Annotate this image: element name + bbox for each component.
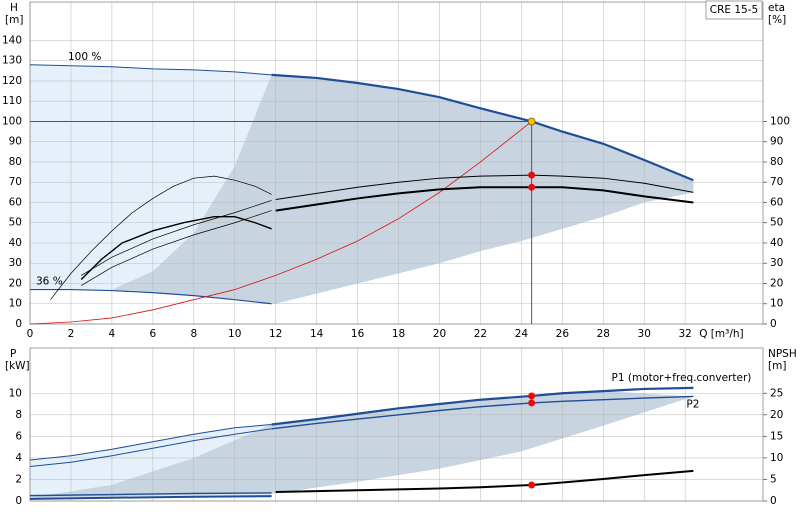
curve xyxy=(30,288,272,305)
y2-tick-label: 60 xyxy=(770,196,783,208)
x-tick-label: 20 xyxy=(433,328,446,340)
y-axis-label: H xyxy=(10,2,18,14)
x-tick-label: 2 xyxy=(68,328,75,340)
operating-region xyxy=(111,74,694,304)
duty-point xyxy=(528,183,536,191)
curve-label: P1 (motor+freq.converter) xyxy=(612,372,752,384)
x-tick-label: 14 xyxy=(310,328,324,340)
x-tick-label: 8 xyxy=(190,328,197,340)
y-tick-label: 100 xyxy=(2,115,22,127)
duty-point xyxy=(528,481,536,489)
curve xyxy=(271,386,694,426)
curve xyxy=(29,121,532,325)
y2-tick-label: 70 xyxy=(770,176,783,188)
operating-region xyxy=(30,391,694,498)
product-box xyxy=(705,0,763,20)
y2-tick-label: 25 xyxy=(770,387,783,399)
y2-tick-label: 0 xyxy=(770,318,777,330)
y2-axis-unit: [m] xyxy=(768,360,786,372)
product-label: CRE 15-5 xyxy=(710,4,758,16)
x-tick-label: 12 xyxy=(269,328,282,340)
y-tick-label: 130 xyxy=(2,55,22,67)
y2-tick-label: 100 xyxy=(770,115,790,127)
y-tick-label: 30 xyxy=(9,257,22,269)
x-tick-label: 26 xyxy=(556,328,570,340)
plot-frame xyxy=(29,1,764,325)
y-tick-label: 2 xyxy=(15,473,22,485)
duty-point xyxy=(528,171,536,179)
y-tick-label: 40 xyxy=(9,237,22,249)
y-tick-label: 20 xyxy=(9,277,22,289)
x-tick-label: 6 xyxy=(150,328,157,340)
x-tick-label: 22 xyxy=(474,328,487,340)
curve xyxy=(29,495,272,500)
y-tick-label: 50 xyxy=(9,217,22,229)
y-tick-label: 8 xyxy=(15,409,22,421)
y2-tick-label: 10 xyxy=(770,298,783,310)
curve xyxy=(271,395,694,430)
y2-tick-label: 0 xyxy=(770,495,777,507)
y-tick-label: 90 xyxy=(9,136,22,148)
curve xyxy=(271,73,694,182)
y-tick-label: 140 xyxy=(2,34,22,46)
y-tick-label: 60 xyxy=(9,196,22,208)
y2-tick-label: 40 xyxy=(770,237,783,249)
y2-tick-label: 50 xyxy=(770,217,783,229)
plot-frame xyxy=(29,347,764,502)
curve xyxy=(275,174,694,200)
curve xyxy=(29,424,272,461)
x-tick-label: 28 xyxy=(597,328,610,340)
curve xyxy=(50,175,272,300)
y-tick-label: 10 xyxy=(9,298,22,310)
y-tick-label: 0 xyxy=(15,495,22,507)
curve xyxy=(81,200,272,276)
y2-tick-label: 10 xyxy=(770,452,783,464)
y-tick-label: 120 xyxy=(2,75,22,87)
y2-axis-label: NPSH xyxy=(768,348,797,360)
duty-point xyxy=(528,399,536,407)
y2-axis-label: eta xyxy=(768,2,785,14)
y-tick-label: 110 xyxy=(2,95,22,107)
y2-tick-label: 90 xyxy=(770,136,783,148)
duty-point xyxy=(528,392,536,400)
y-tick-label: 0 xyxy=(15,318,22,330)
y2-tick-label: 30 xyxy=(770,257,783,269)
x-tick-label: 0 xyxy=(27,328,34,340)
y-tick-label: 80 xyxy=(9,156,22,168)
y-tick-label: 70 xyxy=(9,176,22,188)
x-tick-label: 24 xyxy=(515,328,529,340)
x-tick-label: 10 xyxy=(228,328,241,340)
y2-tick-label: 20 xyxy=(770,277,783,289)
curve xyxy=(29,64,272,76)
y2-tick-label: 15 xyxy=(770,430,783,442)
x-tick-label: 30 xyxy=(638,328,651,340)
y-axis-unit: [m] xyxy=(5,14,23,26)
y-tick-label: 6 xyxy=(15,430,22,442)
curve-label: P2 xyxy=(686,398,699,410)
y2-tick-label: 80 xyxy=(770,156,783,168)
y2-axis-unit: [%] xyxy=(768,14,786,26)
x-axis-label: Q [m³/h] xyxy=(699,328,743,340)
y2-tick-label: 20 xyxy=(770,409,783,421)
curve xyxy=(275,186,694,212)
y-axis-label: P xyxy=(10,348,16,360)
y-axis-unit: [kW] xyxy=(5,360,30,372)
curve xyxy=(29,428,272,468)
curve-label: 100 % xyxy=(68,51,101,63)
x-tick-label: 16 xyxy=(351,328,365,340)
curve xyxy=(29,492,272,497)
duty-point xyxy=(527,117,536,126)
curve xyxy=(81,210,272,286)
curve xyxy=(80,215,272,280)
x-tick-label: 32 xyxy=(679,328,692,340)
y-tick-label: 4 xyxy=(15,452,22,464)
curve-label: 36 % xyxy=(36,276,63,288)
x-tick-label: 18 xyxy=(392,328,405,340)
y2-tick-label: 5 xyxy=(770,473,777,485)
y-tick-label: 10 xyxy=(9,387,22,399)
x-tick-label: 4 xyxy=(109,328,116,340)
